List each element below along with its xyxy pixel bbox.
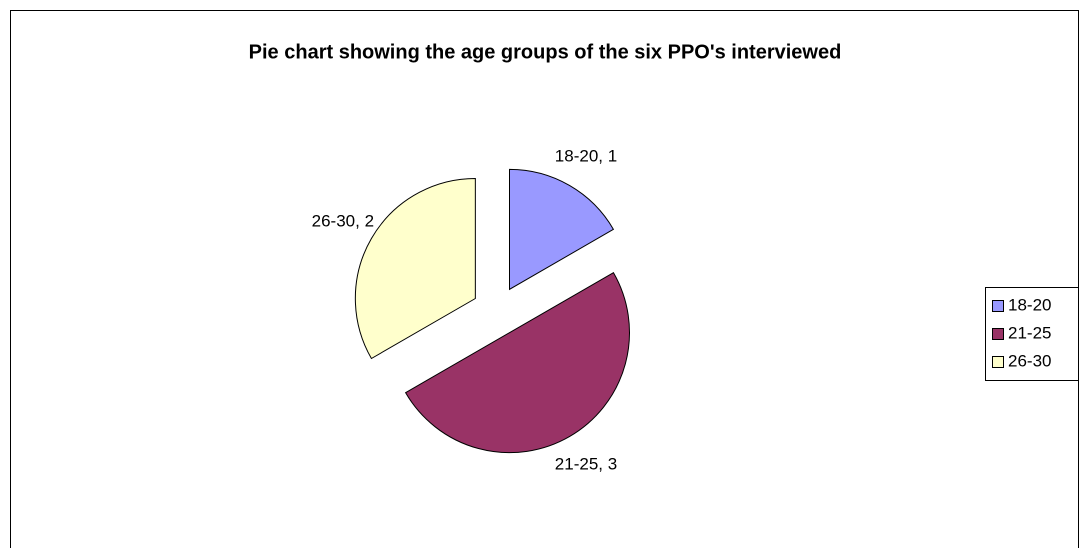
chart-title: Pie chart showing the age groups of the … xyxy=(249,41,842,63)
legend-swatch xyxy=(992,356,1004,368)
legend-label: 21-25 xyxy=(1008,323,1051,342)
legend-swatch xyxy=(992,328,1004,340)
pie-slice xyxy=(509,168,615,291)
data-label: 26-30, 2 xyxy=(312,211,374,230)
legend-swatch xyxy=(992,300,1004,312)
pie-slice xyxy=(404,271,630,454)
data-label: 21-25, 3 xyxy=(555,455,617,474)
data-label: 18-20, 1 xyxy=(555,146,617,165)
legend-label: 18-20 xyxy=(1008,295,1051,314)
chart-border xyxy=(10,10,1079,548)
legend-label: 26-30 xyxy=(1008,351,1051,370)
pie-slice xyxy=(354,177,476,360)
